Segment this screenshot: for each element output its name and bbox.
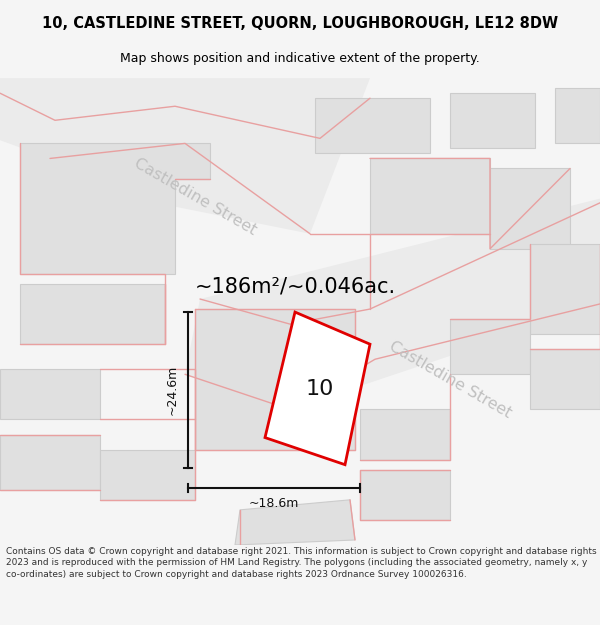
Polygon shape <box>0 369 100 419</box>
Polygon shape <box>100 449 195 500</box>
Text: 10: 10 <box>306 379 334 399</box>
Polygon shape <box>450 93 535 148</box>
Polygon shape <box>530 244 600 334</box>
Text: ~186m²/~0.046ac.: ~186m²/~0.046ac. <box>194 277 395 297</box>
Text: Castledine Street: Castledine Street <box>386 338 514 421</box>
Polygon shape <box>490 169 570 249</box>
Polygon shape <box>360 409 450 459</box>
Text: Castledine Street: Castledine Street <box>131 156 259 238</box>
Polygon shape <box>20 284 165 344</box>
Text: Map shows position and indicative extent of the property.: Map shows position and indicative extent… <box>120 52 480 65</box>
Polygon shape <box>265 312 370 464</box>
Polygon shape <box>0 78 370 234</box>
Polygon shape <box>195 309 355 449</box>
Polygon shape <box>315 98 430 153</box>
Polygon shape <box>370 159 490 234</box>
Polygon shape <box>235 500 355 545</box>
Polygon shape <box>20 143 210 274</box>
Polygon shape <box>360 470 450 520</box>
Polygon shape <box>0 434 100 490</box>
Polygon shape <box>185 194 600 409</box>
Text: Contains OS data © Crown copyright and database right 2021. This information is : Contains OS data © Crown copyright and d… <box>6 546 596 579</box>
Polygon shape <box>555 88 600 143</box>
Text: ~18.6m: ~18.6m <box>249 498 299 511</box>
Text: ~24.6m: ~24.6m <box>166 365 179 415</box>
Polygon shape <box>530 349 600 409</box>
Polygon shape <box>450 319 530 374</box>
Text: 10, CASTLEDINE STREET, QUORN, LOUGHBOROUGH, LE12 8DW: 10, CASTLEDINE STREET, QUORN, LOUGHBOROU… <box>42 16 558 31</box>
